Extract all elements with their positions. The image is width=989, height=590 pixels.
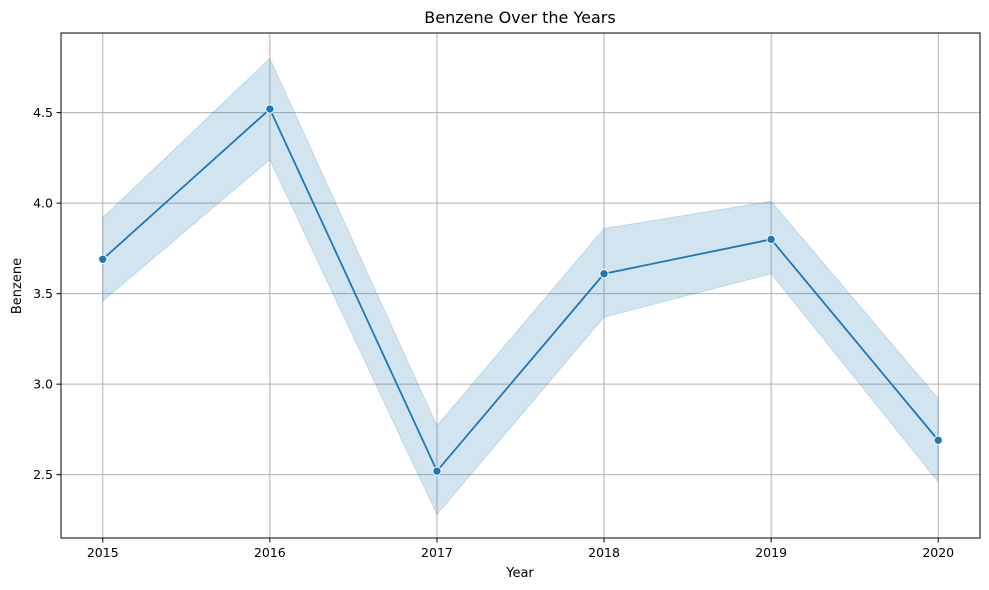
series-line xyxy=(102,108,939,472)
x-tick-label: 2015 xyxy=(87,545,119,560)
series-line-layer xyxy=(102,108,939,472)
data-point xyxy=(766,234,776,245)
data-point xyxy=(265,104,275,114)
y-tick-label: 3.0 xyxy=(33,377,53,392)
data-point xyxy=(432,466,442,476)
x-tick-label: 2018 xyxy=(588,545,620,560)
x-tick-label: 2016 xyxy=(254,545,286,560)
plot-area-frame xyxy=(60,32,981,539)
data-point xyxy=(933,435,943,445)
data-point xyxy=(599,269,609,279)
y-tick-label: 4.0 xyxy=(33,196,53,211)
confidence-band-layer xyxy=(102,57,939,516)
y-tick-label: 4.5 xyxy=(33,105,53,120)
x-tick-label: 2017 xyxy=(421,545,453,560)
grid-lines xyxy=(61,33,980,538)
x-axis-label: Year xyxy=(505,566,534,581)
data-points-layer xyxy=(98,104,943,476)
y-tick-label: 3.5 xyxy=(33,286,53,301)
x-tick-label: 2020 xyxy=(922,545,954,560)
chart-title: Benzene Over the Years xyxy=(424,8,615,27)
y-axis-ticks: 2.5 3.0 3.5 4.0 4.5 xyxy=(33,105,61,482)
confidence-band xyxy=(102,57,939,516)
y-tick-label: 2.5 xyxy=(33,467,53,482)
x-tick-label: 2019 xyxy=(755,545,787,560)
data-point xyxy=(98,254,108,264)
y-axis-label: Benzene xyxy=(10,258,25,314)
x-axis-ticks: 2015 2016 2017 2018 2019 2020 xyxy=(87,538,954,560)
